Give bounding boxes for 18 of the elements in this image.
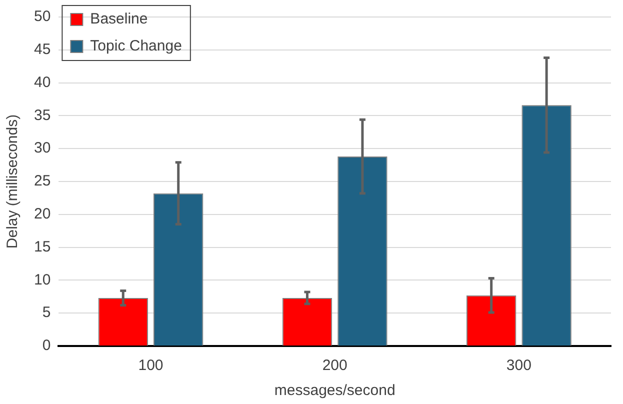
y-tick-label: 0 [42, 337, 51, 354]
y-tick-label: 45 [34, 41, 51, 58]
x-tick-label: 300 [506, 357, 532, 374]
x-axis-title: messages/second [274, 382, 396, 400]
legend-label: Topic Change [90, 38, 182, 55]
y-axis-title: Delay (milliseconds) [4, 114, 22, 249]
y-tick-label: 10 [34, 271, 51, 288]
y-tick-label: 20 [34, 206, 51, 223]
y-tick-label: 15 [34, 238, 51, 256]
y-tick-label: 40 [34, 74, 51, 91]
y-tick-label: 5 [42, 304, 51, 322]
y-tick-label: 30 [34, 140, 51, 157]
x-tick-label: 100 [138, 357, 164, 374]
legend-label: Baseline [90, 10, 148, 28]
y-tick-label: 35 [34, 106, 51, 124]
y-tick-label: 25 [34, 172, 51, 190]
x-tick-label: 200 [322, 357, 348, 374]
y-tick-label: 50 [34, 8, 51, 26]
